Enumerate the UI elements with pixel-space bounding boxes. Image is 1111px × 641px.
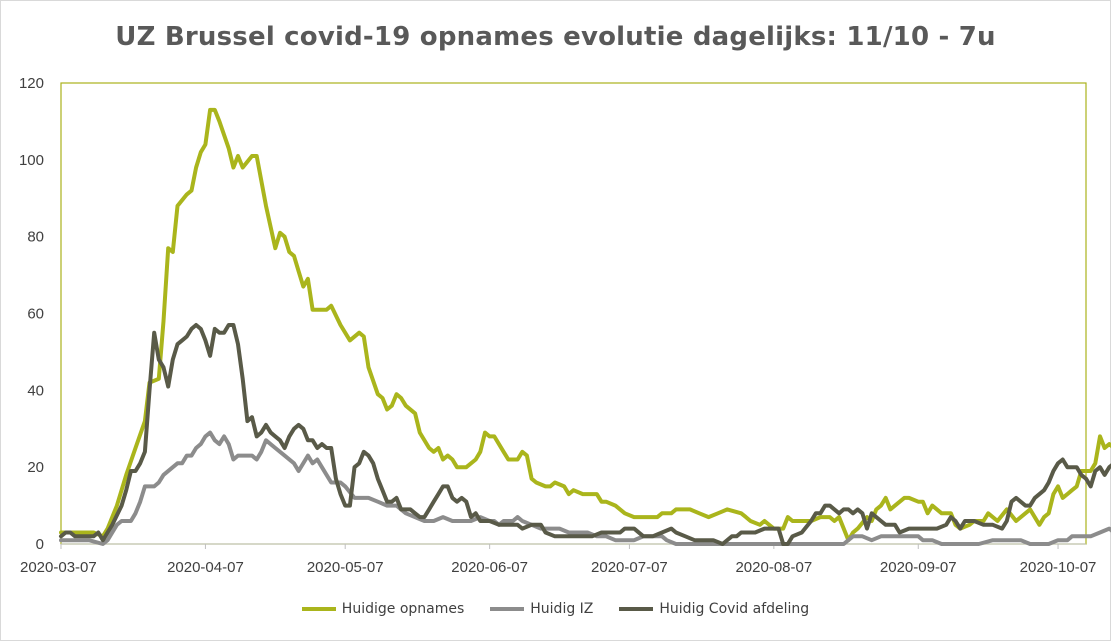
y-tick-label: 40 — [27, 382, 44, 399]
x-tick-label: 2020-05-07 — [307, 559, 384, 576]
y-tick-label: 120 — [19, 75, 44, 92]
legend-label-huidig-iz: Huidig IZ — [530, 601, 594, 617]
x-tick-label: 2020-08-07 — [735, 559, 812, 576]
x-tick-label: 2020-10-07 — [1020, 559, 1097, 576]
y-tick-label: 20 — [27, 459, 44, 476]
legend-item-huidig-iz: Huidig IZ — [490, 601, 593, 617]
axes: 0 20 40 60 80 100 120 2020-03-07 2020-04-07 2020-… — [19, 75, 1096, 576]
legend-swatch-huidig-covid-afdeling — [619, 607, 654, 611]
legend-swatch-huidig-iz — [490, 607, 525, 611]
legend-item-huidige-opnames: Huidige opnames — [301, 601, 465, 617]
legend-label-huidige-opnames: Huidige opnames — [341, 601, 465, 617]
x-tick-label: 2020-03-07 — [20, 559, 97, 576]
x-tick-label: 2020-06-07 — [451, 559, 528, 576]
y-tick-label: 60 — [27, 306, 44, 323]
y-tick-label: 80 — [27, 229, 44, 246]
legend-item-huidig-covid-afdeling: Huidig Covid afdeling — [619, 601, 809, 617]
plot-area-border — [60, 82, 1087, 545]
series-lines — [59, 107, 1111, 546]
series-line-huidig-iz — [59, 430, 1111, 546]
legend-label-huidig-covid-afdeling: Huidig Covid afdeling — [659, 601, 810, 617]
series-line-huidig-covid-afdeling — [59, 323, 1111, 546]
x-tick-label: 2020-04-07 — [167, 559, 244, 576]
legend: Huidige opnames Huidig IZ Huidig Covid a… — [0, 598, 1111, 620]
y-tick-label: 0 — [36, 536, 44, 553]
legend-swatch-huidige-opnames — [301, 607, 336, 611]
chart-title: UZ Brussel covid-19 opnames evolutie dag… — [115, 22, 996, 52]
y-tick-label: 100 — [19, 152, 44, 169]
series-line-huidige-opnames — [59, 107, 1111, 543]
x-tick-label: 2020-07-07 — [591, 559, 668, 576]
x-tick-label: 2020-09-07 — [880, 559, 957, 576]
